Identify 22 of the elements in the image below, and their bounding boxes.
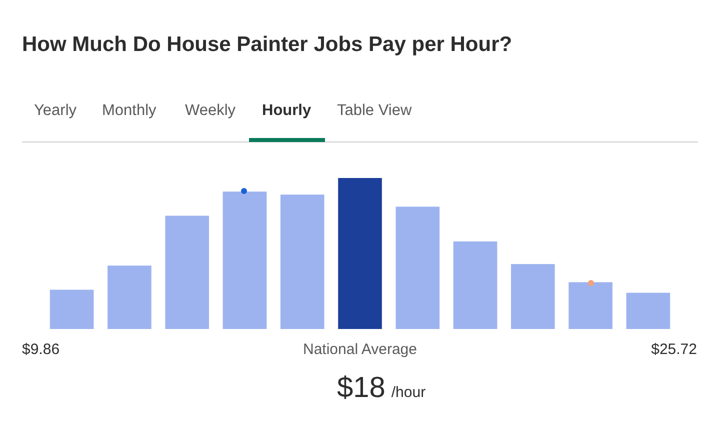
bar [50,290,94,329]
bar [165,216,209,329]
chart-title: How Much Do House Painter Jobs Pay per Hour? [22,33,512,56]
text: Table View [337,102,412,119]
bar [453,241,498,329]
bar [108,266,152,329]
bar [568,282,612,329]
bar [396,206,440,329]
text: National Average [303,341,417,358]
text: Hourly [262,102,312,119]
text: Weekly [185,102,236,119]
text: $25.72 [651,341,697,358]
bar [222,192,267,329]
bar [338,178,382,329]
text: /hour [391,384,426,401]
text: $18 [337,372,386,404]
bar [626,292,670,329]
text: $9.86 [22,341,60,358]
bar [280,194,324,329]
text: Monthly [102,102,157,119]
bar [511,264,555,329]
text: Yearly [34,102,77,119]
